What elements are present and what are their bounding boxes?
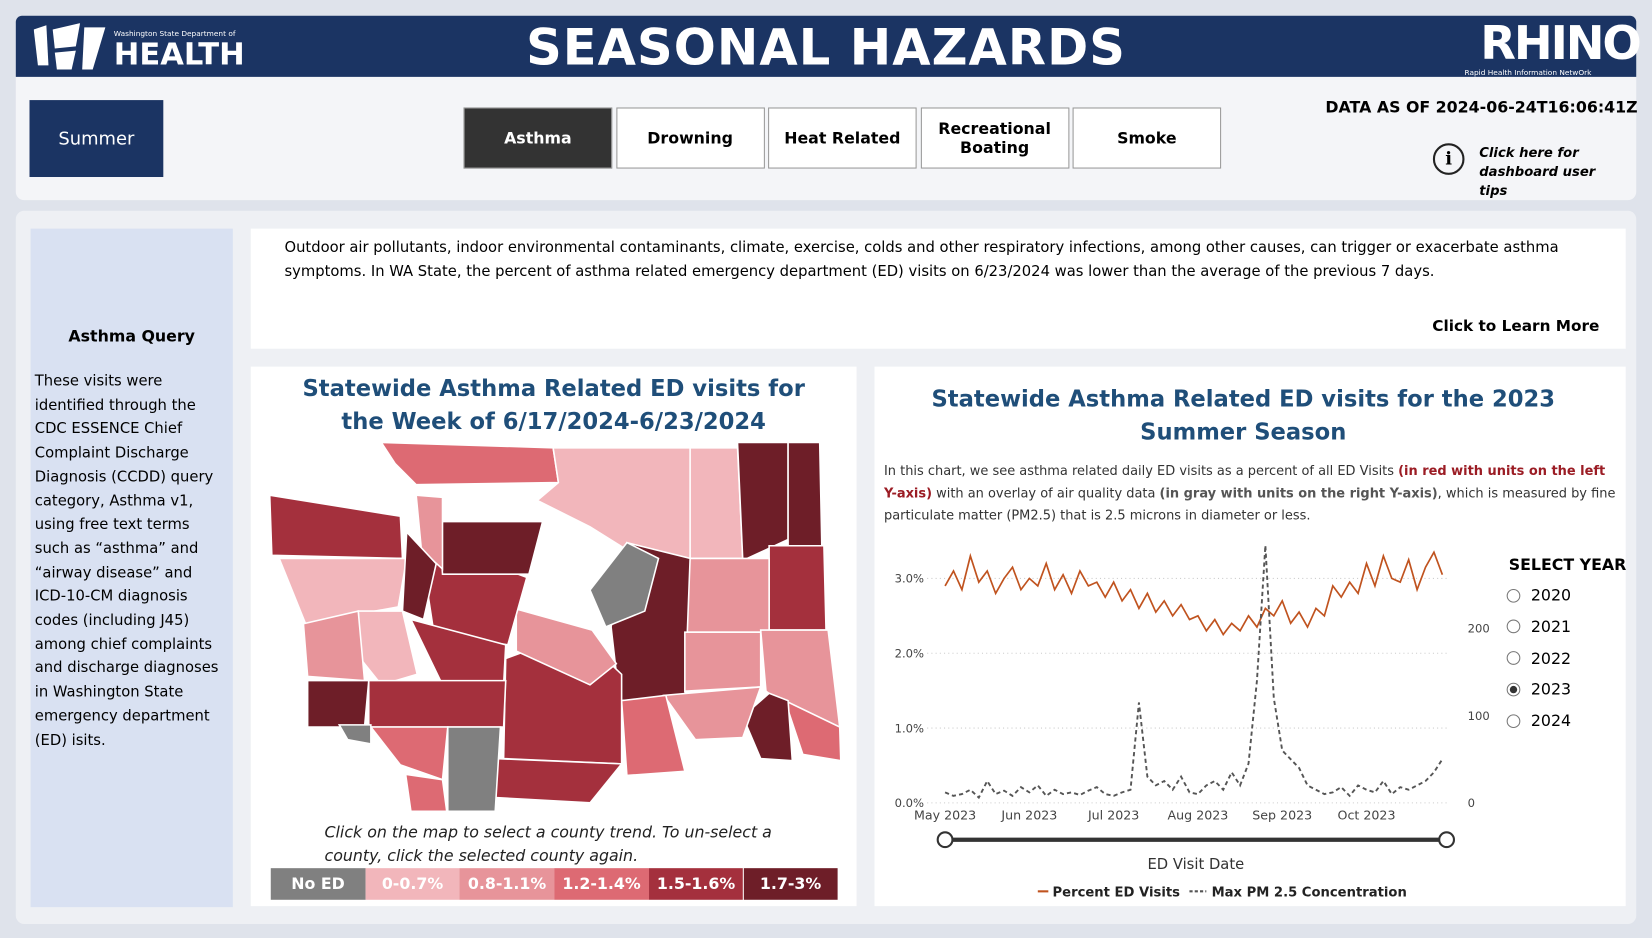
county[interactable] — [589, 541, 660, 628]
dept-name: Washington State Department of — [113, 29, 236, 38]
map-title: Statewide Asthma Related ED visits for t… — [302, 376, 805, 436]
tab[interactable]: Drowning — [615, 107, 765, 169]
county[interactable] — [379, 441, 560, 486]
page-title: SEASONAL HAZARDS — [526, 18, 1126, 77]
info-icon[interactable]: i — [1432, 143, 1465, 175]
side-body: These visits were identified through the… — [34, 372, 219, 749]
year-label: 2023 — [1530, 679, 1572, 699]
chart-panel — [874, 366, 1626, 907]
x-tick-label: May 2023 — [914, 808, 976, 823]
tab[interactable]: Recreational Boating — [920, 107, 1069, 169]
y2-tick-label: 0 — [1468, 796, 1475, 810]
y2-tick-label: 200 — [1468, 622, 1490, 636]
intro-panel — [250, 228, 1626, 349]
chart-title: Statewide Asthma Related ED visits for t… — [931, 386, 1556, 446]
year-label: 2020 — [1530, 585, 1572, 605]
x-tick-label: Jul 2023 — [1087, 808, 1139, 823]
season-button[interactable]: Summer — [29, 100, 164, 178]
logo-text: HEALTH — [113, 35, 245, 72]
year-title: SELECT YEAR — [1508, 555, 1627, 575]
legend-bin: 0-0.7% — [365, 868, 460, 900]
county[interactable] — [337, 724, 372, 745]
description-part: with an overlay of air quality data — [932, 485, 1160, 501]
range-slider-handle[interactable] — [1438, 831, 1456, 849]
year-option[interactable]: 2022 — [1506, 648, 1572, 668]
x-tick-label: Jun 2023 — [1000, 808, 1057, 823]
county[interactable] — [401, 530, 438, 621]
radio-button[interactable] — [1506, 619, 1521, 634]
learn-more[interactable]: Click to Learn More — [1432, 318, 1600, 336]
intro-text: Outdoor air pollutants, indoor environme… — [284, 239, 1559, 280]
legend-bin: 0.8-1.1% — [459, 868, 555, 900]
description-part: (in red with units on the left Y-axis) — [883, 463, 1606, 501]
county[interactable] — [278, 557, 408, 625]
x-tick-label: Oct 2023 — [1338, 808, 1396, 823]
county[interactable] — [404, 773, 448, 813]
year-option[interactable]: 2024 — [1506, 711, 1572, 731]
county[interactable] — [446, 726, 502, 813]
county[interactable] — [515, 607, 618, 686]
year-label: 2024 — [1530, 711, 1572, 731]
tab[interactable]: Heat Related — [768, 107, 917, 169]
data-date: DATA AS OF 2024-06-24T16:06:41Z — [1325, 97, 1638, 117]
x-tick-label: Sep 2023 — [1252, 808, 1312, 823]
county[interactable] — [783, 699, 842, 762]
header-bar — [15, 15, 1637, 77]
description-part: In this chart, we see asthma related dai… — [883, 463, 1399, 479]
legend-bin: 1.7-3% — [743, 868, 838, 900]
y2-tick-label: 100 — [1468, 709, 1490, 723]
range-slider-handle[interactable] — [936, 831, 954, 849]
y-tick-label: 1.0% — [895, 721, 924, 735]
county[interactable] — [620, 694, 686, 777]
y-tick-label: 2.0% — [895, 646, 924, 660]
side-panel — [30, 228, 233, 908]
chart-description: In this chart, we see asthma related dai… — [884, 460, 1622, 526]
x-axis-title: ED Visit Date — [1147, 856, 1244, 873]
series-line — [944, 550, 1444, 637]
map-note: Click on the map to select a county tren… — [324, 822, 772, 866]
rhino-sub: Rapid Health Information NetwOrk — [1464, 68, 1592, 77]
year-option[interactable]: 2021 — [1506, 617, 1572, 637]
description-part: , which is measured by fine particulate … — [883, 485, 1616, 523]
legend-bin: 1.2-1.4% — [554, 868, 649, 900]
y-tick-label: 0.0% — [895, 796, 924, 810]
legend-label: Percent ED Visits — [1053, 886, 1181, 901]
series-line — [944, 545, 1444, 800]
radio-button[interactable] — [1506, 714, 1521, 728]
county[interactable] — [367, 679, 507, 728]
y-tick-label: 3.0% — [895, 572, 924, 586]
logo-icon — [33, 23, 108, 71]
rhino-logo: RHINO — [1480, 16, 1642, 71]
radio-button[interactable] — [1506, 588, 1521, 603]
x-tick-label: Aug 2023 — [1168, 808, 1229, 823]
year-option[interactable]: 2020 — [1506, 585, 1572, 605]
radio-button[interactable] — [1506, 682, 1521, 697]
tab[interactable]: Asthma — [463, 107, 613, 169]
legend-bin: 1.5-1.6% — [648, 868, 744, 900]
side-title: Asthma Query — [68, 326, 195, 346]
tips-link[interactable]: Click here for dashboard user tips — [1479, 144, 1596, 199]
county[interactable] — [662, 686, 762, 741]
tab[interactable]: Smoke — [1072, 107, 1222, 169]
description-part: (in gray with units on the right Y-axis) — [1159, 485, 1438, 501]
radio-button[interactable] — [1506, 651, 1521, 665]
year-option[interactable]: 2023 — [1506, 679, 1572, 699]
year-label: 2021 — [1530, 617, 1572, 637]
legend-bin: No ED — [270, 868, 366, 900]
year-label: 2022 — [1530, 648, 1572, 668]
legend-label: Max PM 2.5 Concentration — [1212, 886, 1407, 901]
